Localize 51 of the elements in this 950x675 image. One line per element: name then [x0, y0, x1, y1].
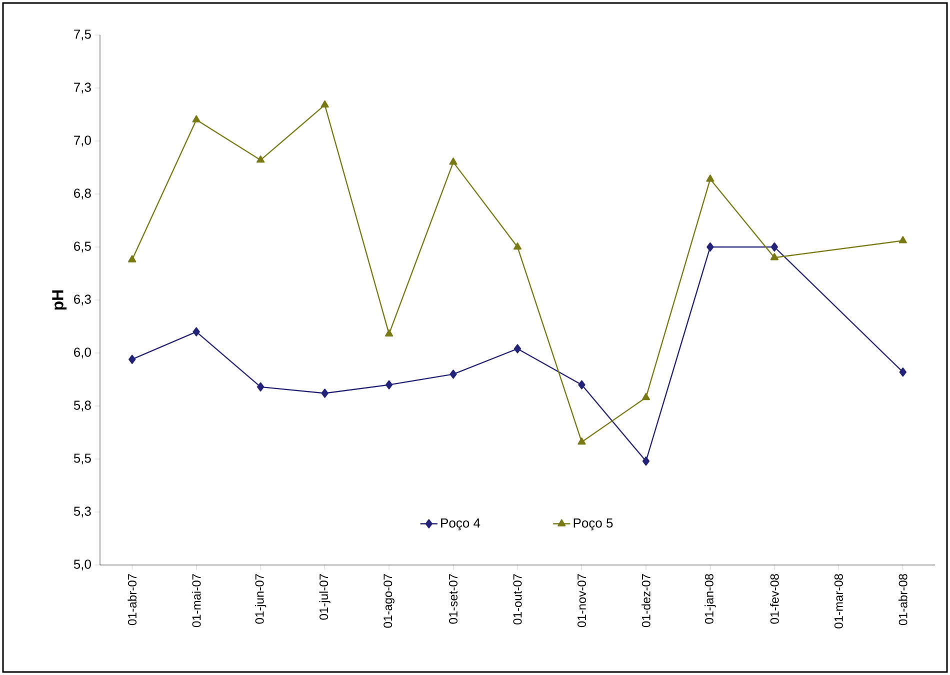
y-tick-label: 7,5	[74, 30, 91, 40]
point	[898, 236, 907, 244]
point	[321, 388, 328, 398]
x-tick-label: 01-fev-08	[770, 574, 779, 624]
y-tick-label: 6,3	[74, 294, 91, 306]
point	[770, 253, 778, 260]
x-tick-label: 01-jun-07	[254, 574, 266, 624]
x-tick-label: 01-dez-07	[642, 574, 650, 628]
point	[128, 354, 136, 364]
point	[449, 158, 458, 165]
x-tick-label: 01-set-07	[449, 574, 458, 624]
y-tick-label: 6,5	[74, 242, 91, 252]
y-tick-label: 5,8	[74, 400, 91, 412]
legend-label: Poço 4	[441, 518, 480, 530]
y-tick-label: 5,3	[74, 506, 91, 518]
x-tick-label: 01-jul-07	[319, 574, 330, 620]
y-tick-label: 6,8	[74, 188, 91, 200]
point	[514, 344, 522, 354]
point	[320, 100, 329, 108]
x-tick-label: 01-mar-08	[834, 574, 843, 628]
y-axis-title: pH	[52, 290, 67, 310]
y-tick-label: 7,0	[74, 136, 91, 146]
point	[513, 242, 522, 250]
point	[706, 174, 714, 182]
y-tick-label: 5,5	[74, 454, 91, 464]
point	[256, 382, 264, 392]
y-tick-label: 7,3	[74, 82, 91, 94]
x-tick-label: 01-abr-08	[898, 574, 908, 626]
x-tick-label: 01-out-07	[513, 574, 522, 624]
point	[128, 255, 136, 262]
point	[450, 370, 457, 379]
x-tick-label: 01-nov-07	[577, 574, 586, 628]
point	[642, 456, 650, 466]
point	[642, 392, 650, 400]
point	[192, 327, 200, 336]
point	[192, 115, 200, 122]
point	[578, 380, 586, 390]
x-tick-label: 01-abr-07	[128, 574, 137, 626]
legend-label: Poço 5	[574, 518, 613, 530]
point	[706, 242, 714, 252]
point	[770, 242, 778, 252]
point	[385, 380, 393, 390]
x-tick-label: 01-mai-07	[192, 574, 201, 628]
point	[578, 437, 586, 445]
x-tick-label: 01-ago-07	[384, 574, 394, 628]
point	[899, 367, 906, 377]
y-tick-label: 5,0	[74, 560, 91, 570]
point	[256, 155, 265, 163]
y-tick-label: 6,0	[74, 348, 91, 358]
point	[384, 329, 394, 337]
x-tick-label: 01-jan-08	[704, 574, 716, 624]
